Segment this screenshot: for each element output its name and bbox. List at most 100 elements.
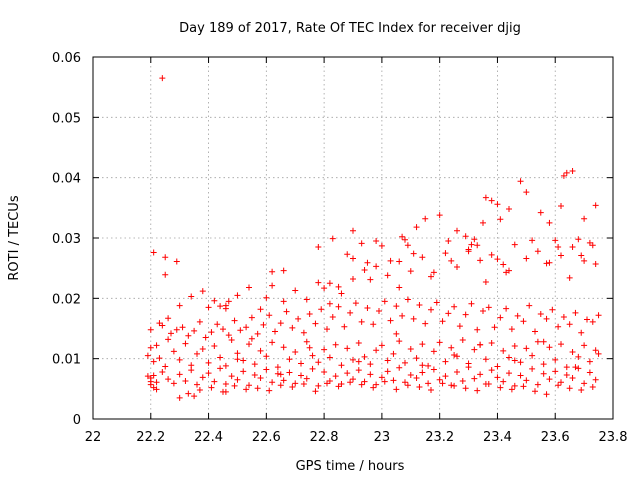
data-point xyxy=(558,341,564,348)
data-point xyxy=(191,393,198,400)
data-point xyxy=(471,236,478,243)
data-point xyxy=(237,327,244,334)
data-point xyxy=(546,344,553,351)
data-point xyxy=(243,386,250,393)
data-point xyxy=(514,312,521,319)
data-point xyxy=(269,268,276,275)
data-point xyxy=(560,172,567,179)
data-point xyxy=(396,258,403,265)
data-point xyxy=(367,371,374,378)
data-point xyxy=(309,365,316,372)
data-point xyxy=(165,315,172,322)
axis-ticks xyxy=(92,56,614,420)
data-point xyxy=(523,377,530,384)
data-point xyxy=(298,372,304,379)
data-point xyxy=(474,326,481,333)
data-point xyxy=(234,356,241,363)
data-point xyxy=(277,382,284,389)
data-point xyxy=(477,371,484,378)
data-point xyxy=(407,346,414,353)
data-point xyxy=(248,335,255,342)
data-point xyxy=(358,318,365,325)
data-point xyxy=(555,382,562,389)
data-point xyxy=(529,237,536,244)
data-point xyxy=(419,369,426,376)
data-point xyxy=(592,376,599,383)
data-point xyxy=(350,227,356,234)
data-point xyxy=(428,273,434,280)
data-point xyxy=(205,370,212,377)
data-point xyxy=(552,356,559,363)
data-point xyxy=(156,320,163,327)
data-point xyxy=(511,241,518,248)
data-point xyxy=(569,244,576,251)
data-point xyxy=(480,219,486,226)
data-point xyxy=(399,233,406,240)
data-point xyxy=(523,345,530,352)
data-point xyxy=(404,382,411,389)
x-tick-labels: 22 22.2 22.4 22.6 22.8 23 23.2 23.4 23.6 23.8 xyxy=(85,430,628,445)
data-point xyxy=(280,377,287,384)
data-point xyxy=(540,338,547,345)
data-point xyxy=(482,194,489,201)
data-point xyxy=(462,385,469,392)
data-point xyxy=(231,382,238,389)
data-point xyxy=(257,306,264,313)
data-point xyxy=(520,383,527,390)
data-point xyxy=(378,342,385,349)
data-point xyxy=(321,368,328,375)
data-point xyxy=(344,345,351,352)
data-point xyxy=(578,252,585,259)
data-point xyxy=(185,390,192,397)
data-point xyxy=(517,359,524,366)
data-point xyxy=(295,315,302,322)
data-point xyxy=(589,384,596,391)
data-point xyxy=(211,378,218,385)
data-point xyxy=(546,376,553,383)
data-point xyxy=(540,361,547,368)
data-point xyxy=(454,353,460,360)
data-point xyxy=(211,297,218,304)
data-point xyxy=(480,308,486,315)
data-point xyxy=(456,323,463,330)
data-point xyxy=(572,309,579,316)
data-point xyxy=(199,346,206,353)
data-point xyxy=(274,364,281,371)
data-point xyxy=(217,303,224,310)
data-point xyxy=(578,329,585,336)
data-point xyxy=(153,342,160,349)
data-point xyxy=(373,347,380,354)
data-point xyxy=(159,368,166,375)
data-point xyxy=(488,251,495,258)
data-point xyxy=(410,250,417,257)
data-point xyxy=(488,197,495,204)
data-point xyxy=(511,382,518,389)
data-point xyxy=(445,238,452,245)
data-point xyxy=(500,261,507,268)
data-point xyxy=(477,257,484,264)
y-tick-label: 0.05 xyxy=(52,111,81,126)
data-point xyxy=(277,371,284,378)
data-point xyxy=(454,263,460,270)
data-point xyxy=(263,294,270,301)
data-point xyxy=(326,280,333,287)
data-point xyxy=(503,305,510,312)
data-point xyxy=(454,368,460,375)
data-point xyxy=(321,346,328,353)
data-point xyxy=(589,242,596,249)
data-point xyxy=(298,360,304,367)
x-tick-label: 23 xyxy=(374,430,391,445)
data-point xyxy=(335,283,342,290)
data-point xyxy=(300,381,307,388)
data-point xyxy=(413,355,420,362)
data-point xyxy=(569,349,576,356)
y-tick-label: 0.03 xyxy=(52,232,81,247)
data-point xyxy=(433,299,440,306)
data-point xyxy=(315,359,322,366)
data-point xyxy=(511,357,518,364)
data-point xyxy=(546,259,553,266)
data-point xyxy=(194,381,200,388)
data-point xyxy=(194,350,200,357)
data-point xyxy=(393,386,400,393)
data-point xyxy=(350,276,356,283)
